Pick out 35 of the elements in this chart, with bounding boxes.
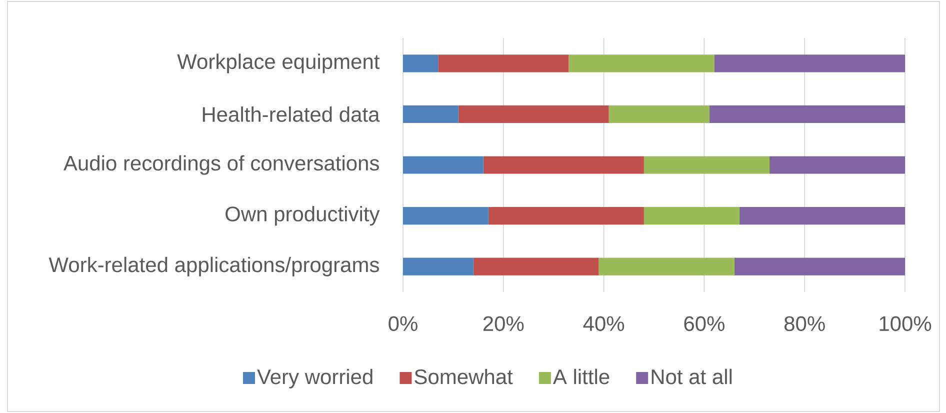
y-tick-label: Audio recordings of conversations bbox=[64, 155, 379, 175]
legend-label: Somewhat bbox=[414, 368, 513, 384]
y-tick-label: Workplace equipment bbox=[177, 54, 380, 74]
bar bbox=[739, 207, 906, 225]
legend-label: Very worried bbox=[257, 368, 372, 388]
bar bbox=[483, 156, 644, 174]
bar bbox=[403, 207, 488, 225]
x-tick-label: 80% bbox=[784, 316, 825, 332]
bar bbox=[709, 105, 906, 123]
bar bbox=[438, 54, 569, 72]
bar bbox=[403, 105, 458, 123]
bar bbox=[644, 156, 770, 174]
x-tick-label: 60% bbox=[684, 316, 724, 332]
bar bbox=[403, 258, 474, 276]
bar bbox=[734, 258, 906, 276]
bar bbox=[714, 54, 906, 72]
legend-label: Not at all bbox=[652, 368, 732, 384]
bar bbox=[608, 105, 710, 123]
bar bbox=[403, 54, 438, 72]
x-tick-label: 0% bbox=[388, 316, 418, 332]
bar bbox=[769, 156, 906, 174]
bar bbox=[644, 207, 740, 225]
y-tick-label: Own productivity bbox=[226, 206, 380, 226]
x-tick-label: 40% bbox=[583, 316, 624, 332]
bar bbox=[403, 156, 484, 174]
bar bbox=[458, 105, 609, 123]
bar bbox=[568, 54, 714, 72]
bar bbox=[473, 258, 599, 276]
y-tick-label: Work-related applications/programs bbox=[48, 256, 379, 276]
x-tick-label: 100% bbox=[880, 316, 932, 332]
legend-label: A little bbox=[552, 368, 610, 384]
x-tick-label: 20% bbox=[483, 316, 524, 332]
y-tick-label: Health-related data bbox=[202, 106, 380, 122]
bar bbox=[488, 207, 644, 225]
bar bbox=[598, 258, 734, 276]
